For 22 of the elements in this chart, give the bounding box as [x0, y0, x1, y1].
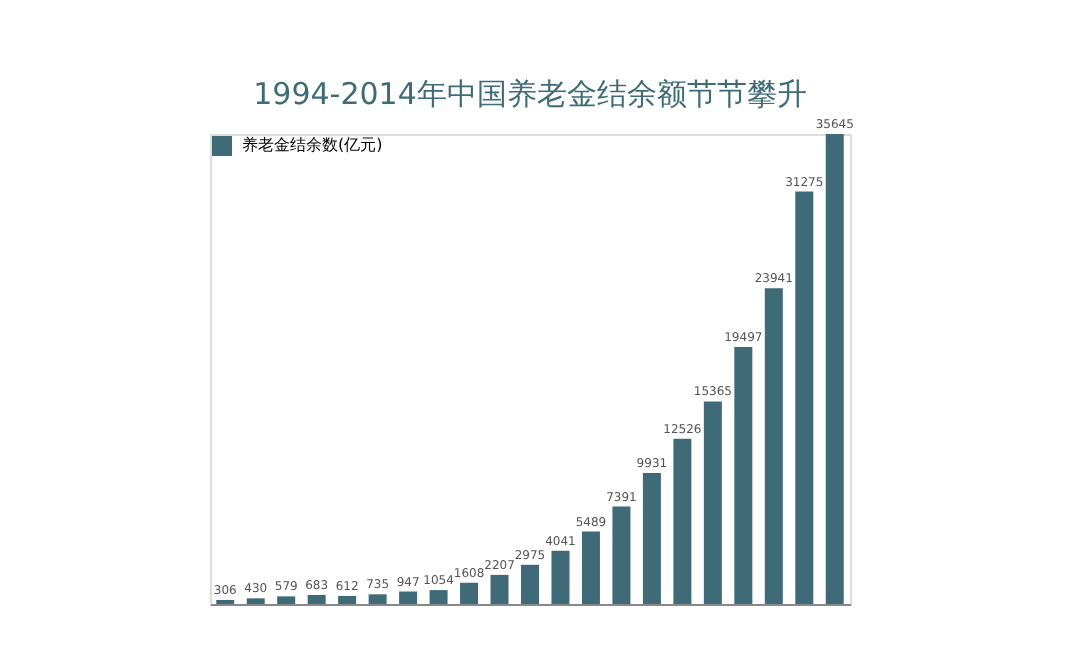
bar: [764, 288, 783, 604]
bar: [795, 191, 814, 604]
bar: [460, 582, 479, 604]
bar: [338, 595, 357, 604]
bar: [673, 438, 692, 604]
bar: [581, 531, 600, 604]
bar: [368, 594, 387, 604]
bar: [429, 590, 448, 604]
legend-label: 养老金结余数(亿元): [242, 136, 383, 154]
bar: [642, 473, 661, 604]
bar: [551, 550, 570, 604]
bar: [612, 506, 631, 604]
bar: [277, 596, 296, 604]
bar: [734, 346, 753, 604]
bar: [490, 574, 509, 604]
bar: [246, 598, 265, 604]
bar: [521, 564, 539, 604]
bar: [703, 401, 722, 604]
bar: [307, 594, 326, 604]
bar: [825, 134, 844, 604]
chart-title: 1994-2014年中国养老金结余额节节攀升: [253, 76, 807, 112]
bar: [399, 591, 418, 604]
